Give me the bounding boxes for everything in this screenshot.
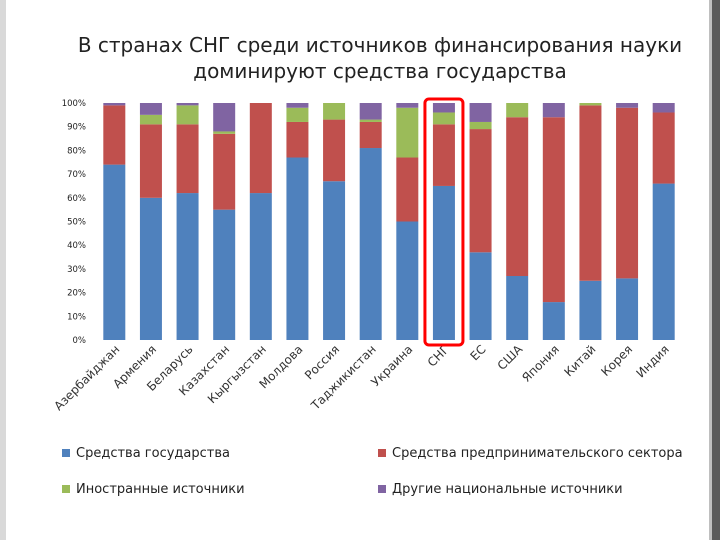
bar-segment (213, 103, 236, 132)
legend-item-other: Другие национальные источники (378, 482, 623, 497)
y-tick-label: 100% (62, 99, 86, 109)
y-tick-label: 80% (67, 146, 86, 156)
y-tick-label: 30% (67, 265, 86, 275)
y-tick-label: 20% (67, 289, 86, 299)
bar-segment (542, 117, 565, 303)
x-tick-label: США (495, 342, 526, 373)
x-tick-label: Китай (561, 342, 598, 379)
x-tick-label: Япония (519, 342, 562, 385)
bar-segment (616, 278, 639, 340)
y-tick-label: 70% (67, 170, 86, 180)
bar-segment (396, 107, 419, 158)
bar-segment (506, 103, 529, 118)
bar-segment (213, 209, 236, 340)
bar-segment (652, 112, 675, 184)
bar-segment (579, 103, 602, 106)
slide-right-border (712, 0, 720, 540)
bar-segment (286, 103, 309, 108)
bar-segment (396, 157, 419, 222)
chart-title-line-1: В странах СНГ среди источников финансиро… (77, 33, 683, 57)
bar-segment (323, 181, 346, 340)
y-tick-label: 10% (67, 312, 86, 322)
slide-right-border-inner (709, 0, 712, 540)
slide-left-border (0, 0, 6, 540)
y-tick-label: 0% (73, 336, 87, 346)
bar-segment (396, 103, 419, 108)
bar-segment (103, 105, 126, 165)
bar-segment (286, 121, 309, 158)
bar-segment (176, 105, 199, 125)
bar-segment (469, 121, 492, 130)
legend-swatch-other (378, 484, 386, 493)
bar-segment (176, 124, 199, 194)
bar-segment (652, 103, 675, 113)
bar-segment (579, 105, 602, 281)
bar-segment (616, 103, 639, 108)
bar-segment (359, 103, 382, 120)
bar-segment (249, 103, 272, 194)
bar-segment (506, 117, 529, 277)
bar-segment (249, 193, 272, 340)
bar-segment (542, 103, 565, 118)
legend-label-other: Другие национальные источники (392, 482, 623, 497)
bar-segment (286, 157, 309, 340)
bar-segment (652, 183, 675, 340)
bar-segment (469, 103, 492, 122)
bar-segment (359, 121, 382, 149)
legend-item-gov: Средства государства (62, 446, 230, 461)
bar-segment (359, 148, 382, 340)
bar-segment (286, 107, 309, 122)
bar-segment (176, 103, 199, 106)
legend-label-foreign: Иностранные источники (76, 482, 245, 497)
chart-title-line-2: доминируют средства государства (193, 59, 567, 83)
bar-segment (323, 119, 346, 182)
bar-segment (432, 112, 455, 125)
bar-segment (432, 103, 455, 113)
bar-segment (469, 129, 492, 253)
highlight-box (423, 97, 465, 347)
bar-segment (616, 107, 639, 279)
bar-segment (542, 302, 565, 340)
bar-segment (432, 185, 455, 340)
bar-segment (469, 252, 492, 340)
legend-label-business: Средства предпринимательского сектора (392, 446, 683, 461)
bar-segment (432, 124, 455, 186)
legend-swatch-business (378, 448, 386, 457)
bar-segment (103, 164, 126, 340)
y-tick-label: 50% (67, 218, 86, 228)
bar-segment (579, 280, 602, 340)
y-tick-label: 90% (67, 123, 86, 133)
bar-segment (506, 276, 529, 340)
bar-segment (396, 221, 419, 340)
chart-title: В странах СНГ среди источников финансиро… (40, 32, 720, 84)
bar-segment (176, 193, 199, 340)
y-tick-label: 40% (67, 241, 86, 251)
bar-segment (139, 114, 162, 125)
bar-segment (323, 103, 346, 120)
bar-segment (103, 103, 126, 106)
x-tick-label: Индия (634, 342, 672, 380)
x-tick-label: Таджикистан (308, 342, 379, 413)
legend-swatch-foreign (62, 484, 70, 493)
legend-item-foreign: Иностранные источники (62, 482, 245, 497)
legend-swatch-gov (62, 448, 70, 457)
legend-label-gov: Средства государства (76, 446, 230, 461)
bar-segment (139, 124, 162, 198)
bar-segment (139, 103, 162, 115)
x-tick-label: Корея (598, 342, 635, 379)
x-tick-label: Азербайджан (51, 342, 122, 413)
legend-item-business: Средства предпринимательского сектора (378, 446, 683, 461)
y-tick-label: 60% (67, 194, 86, 204)
x-tick-label: ЕС (467, 342, 488, 363)
bar-segment (213, 133, 236, 210)
bar-segment (213, 131, 236, 134)
bar-segment (139, 197, 162, 340)
bar-segment (359, 119, 382, 122)
